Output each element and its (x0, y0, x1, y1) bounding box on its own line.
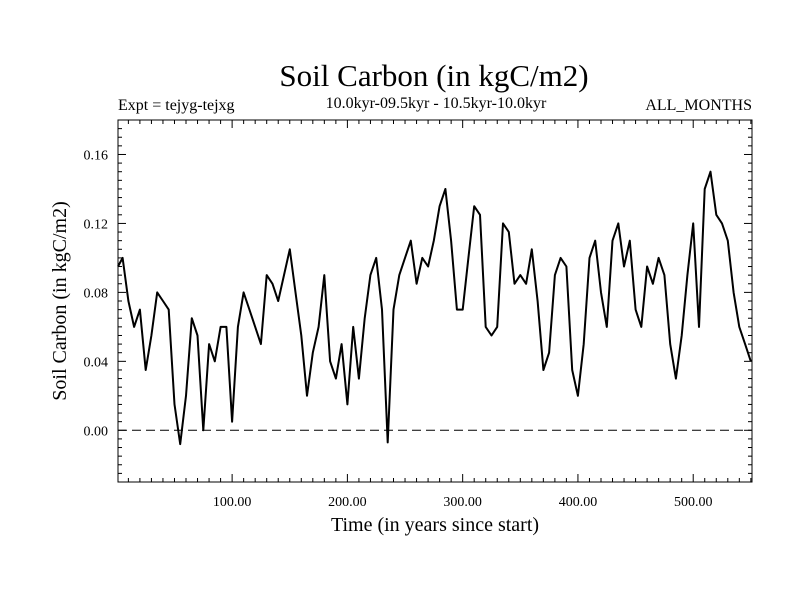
x-tick-label: 500.00 (674, 495, 713, 510)
x-axis-label: Time (in years since start) (331, 514, 539, 536)
y-tick-label: 0.08 (84, 286, 109, 301)
y-axis-label: Soil Carbon (in kgC/m2) (49, 201, 71, 400)
x-axis-ticks (127, 120, 752, 482)
series-line-soil-carbon (117, 170, 752, 446)
x-tick-label: 200.00 (328, 495, 367, 510)
plot-frame (117, 119, 753, 483)
experiment-label: Expt = tejyg-tejxg (118, 97, 235, 114)
y-axis-ticks (118, 119, 752, 483)
y-tick-label: 0.12 (84, 217, 109, 232)
months-label: ALL_MONTHS (645, 97, 752, 114)
y-tick-label: 0.04 (84, 355, 109, 370)
x-tick-label: 100.00 (213, 495, 252, 510)
y-axis-tick-labels: 0.00 0.04 0.08 0.12 0.16 (84, 148, 109, 439)
x-tick-label: 300.00 (443, 495, 482, 510)
chart-title: Soil Carbon (in kgC/m2) (279, 58, 588, 93)
y-tick-label: 0.16 (84, 148, 109, 163)
period-label: 10.0kyr-09.5kyr - 10.5kyr-10.0kyr (326, 95, 547, 112)
x-tick-label: 400.00 (559, 495, 598, 510)
x-axis-tick-labels: 100.00 200.00 300.00 400.00 500.00 (213, 495, 713, 510)
y-tick-label: 0.00 (84, 424, 109, 439)
